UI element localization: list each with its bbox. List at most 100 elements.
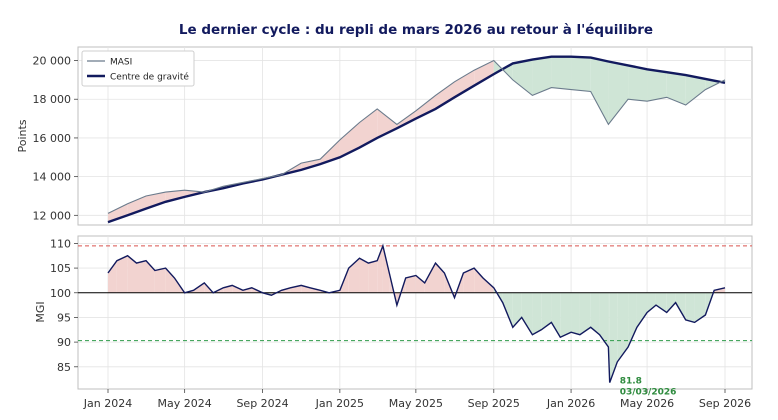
mgi-fill-segment: [541, 292, 552, 330]
mgi-fill-segment: [223, 285, 233, 293]
y-tick-label: 18 000: [33, 93, 72, 106]
mgi-fill-segment: [165, 268, 175, 293]
y-tick-label: 110: [50, 237, 71, 250]
mgi-fill-segment: [579, 292, 591, 335]
price-fill-segment: [493, 60, 513, 80]
mgi-fill-segment: [675, 292, 686, 320]
mgi-series: [107, 243, 726, 383]
x-tick-label: May 2025: [389, 397, 443, 410]
x-tick-label: Sep 2025: [468, 397, 520, 410]
price-fill-segment: [685, 75, 706, 106]
price-fill-segment: [165, 190, 185, 202]
x-tick-label: Jan 2025: [315, 397, 364, 410]
price-fill-segment: [396, 110, 416, 129]
y-tick-label: 95: [57, 311, 71, 324]
gravity-line: [107, 55, 726, 224]
price-fill-segment: [127, 195, 147, 216]
mgi-fill-segment: [368, 260, 378, 293]
masi-line: [107, 59, 726, 214]
x-tick-label: May 2024: [158, 397, 212, 410]
mgi-fill-segment: [502, 292, 513, 328]
y-tick-label: 12 000: [33, 209, 72, 222]
price-fill-segment: [551, 56, 572, 90]
mgi-fill-segment: [628, 292, 637, 348]
min-annotation: 81.8 03/03/2026: [620, 377, 677, 398]
mgi-fill-segment: [136, 260, 147, 293]
price-fill-segment: [512, 59, 533, 96]
mgi-fill-segment: [415, 275, 425, 293]
x-tick-label: Sep 2026: [699, 397, 751, 410]
mgi-fill-segment: [463, 268, 475, 293]
mgi-fill-segment: [599, 292, 609, 348]
mgi-fill-segment: [127, 255, 137, 293]
x-tick-label: Jan 2024: [83, 397, 132, 410]
legend-masi-label: MASI: [110, 58, 132, 68]
chart-title: Le dernier cycle : du repli de mars 2026…: [179, 22, 653, 38]
mgi-fill-segment: [685, 292, 695, 323]
mgi-fill-segment: [647, 292, 656, 313]
legend-gravity-label: Centre de gravité: [110, 72, 189, 83]
mgi-fill-segment: [521, 292, 533, 335]
annotation-value: 81.8: [620, 377, 642, 387]
mgi-fill-segment: [636, 292, 648, 328]
legend-box: [81, 50, 195, 87]
mgi-fill-segment: [666, 292, 676, 313]
mgi-fill-segment: [359, 258, 369, 293]
x-tick-label: May 2026: [620, 397, 674, 410]
price-series: [107, 55, 726, 224]
price-fill-segment: [435, 81, 455, 109]
price-fill-segment: [359, 108, 378, 148]
price-fill-segment: [628, 65, 648, 102]
mgi-fill-segment: [590, 292, 600, 335]
mgi-panel-frame: [77, 235, 753, 390]
price-fill-segment: [339, 122, 360, 158]
mgi-fill-segment: [108, 260, 117, 293]
mgi-fill-segment: [116, 255, 128, 293]
price-fill-segment: [571, 56, 591, 92]
mgi-fill-segment: [405, 275, 416, 293]
price-y-axis-label: Points: [16, 119, 29, 152]
mgi-fill-segment: [301, 285, 311, 293]
mgi-fill-segment: [290, 285, 302, 293]
mgi-fill-segment: [348, 258, 360, 293]
y-tick-label: 100: [50, 287, 71, 300]
price-fill-segment: [146, 192, 166, 209]
y-tick-label: 105: [50, 262, 71, 275]
mgi-line: [107, 243, 726, 383]
price-fill-segment: [377, 108, 397, 138]
price-fill-segment: [454, 70, 475, 98]
y-tick-label: 85: [57, 361, 71, 374]
mgi-y-axis-label: MGI: [34, 301, 47, 322]
mgi-fill-segment: [154, 268, 166, 293]
mgi-fill-segment: [571, 292, 580, 335]
y-tick-label: 20 000: [33, 55, 72, 68]
legend: MASI Centre de gravité: [81, 50, 195, 87]
price-y-ticks: 12 000 14 000 16 000 18 000 20 000: [33, 55, 78, 222]
mgi-fill-segment: [617, 292, 629, 362]
mgi-fill-segment: [435, 263, 445, 293]
mgi-fill-segment: [694, 292, 706, 323]
price-panel: 12 000 14 000 16 000 18 000 20 000 Points MA…: [16, 46, 753, 226]
mgi-panel: 85 90 95 100 105 110 Jan 2024 May 2024 Sep 2024…: [34, 235, 753, 410]
y-tick-label: 14 000: [33, 171, 72, 184]
mgi-fill-segment: [382, 245, 390, 293]
price-fill-area: [108, 56, 725, 223]
mgi-fill-segment: [532, 292, 542, 335]
annotation-date: 03/03/2026: [620, 388, 677, 398]
x-ticks: Jan 2024 May 2024 Sep 2024 Jan 2025 May 2025…: [83, 389, 751, 410]
x-tick-label: Sep 2024: [236, 397, 288, 410]
mgi-fill-segment: [609, 292, 618, 383]
y-tick-label: 16 000: [33, 132, 72, 145]
x-tick-label: Jan 2026: [546, 397, 595, 410]
price-fill-segment: [415, 95, 436, 119]
mgi-fill-segment: [560, 292, 572, 338]
price-fill-segment: [474, 60, 494, 86]
mgi-y-ticks: 85 90 95 100 105 110: [50, 237, 78, 374]
mgi-fill-segment: [655, 292, 667, 313]
mgi-fill-segment: [483, 277, 494, 293]
mgi-reference-lines: [78, 245, 752, 342]
y-tick-label: 90: [57, 336, 71, 349]
price-fill-segment: [108, 203, 128, 223]
mgi-fill-segment: [424, 263, 436, 293]
